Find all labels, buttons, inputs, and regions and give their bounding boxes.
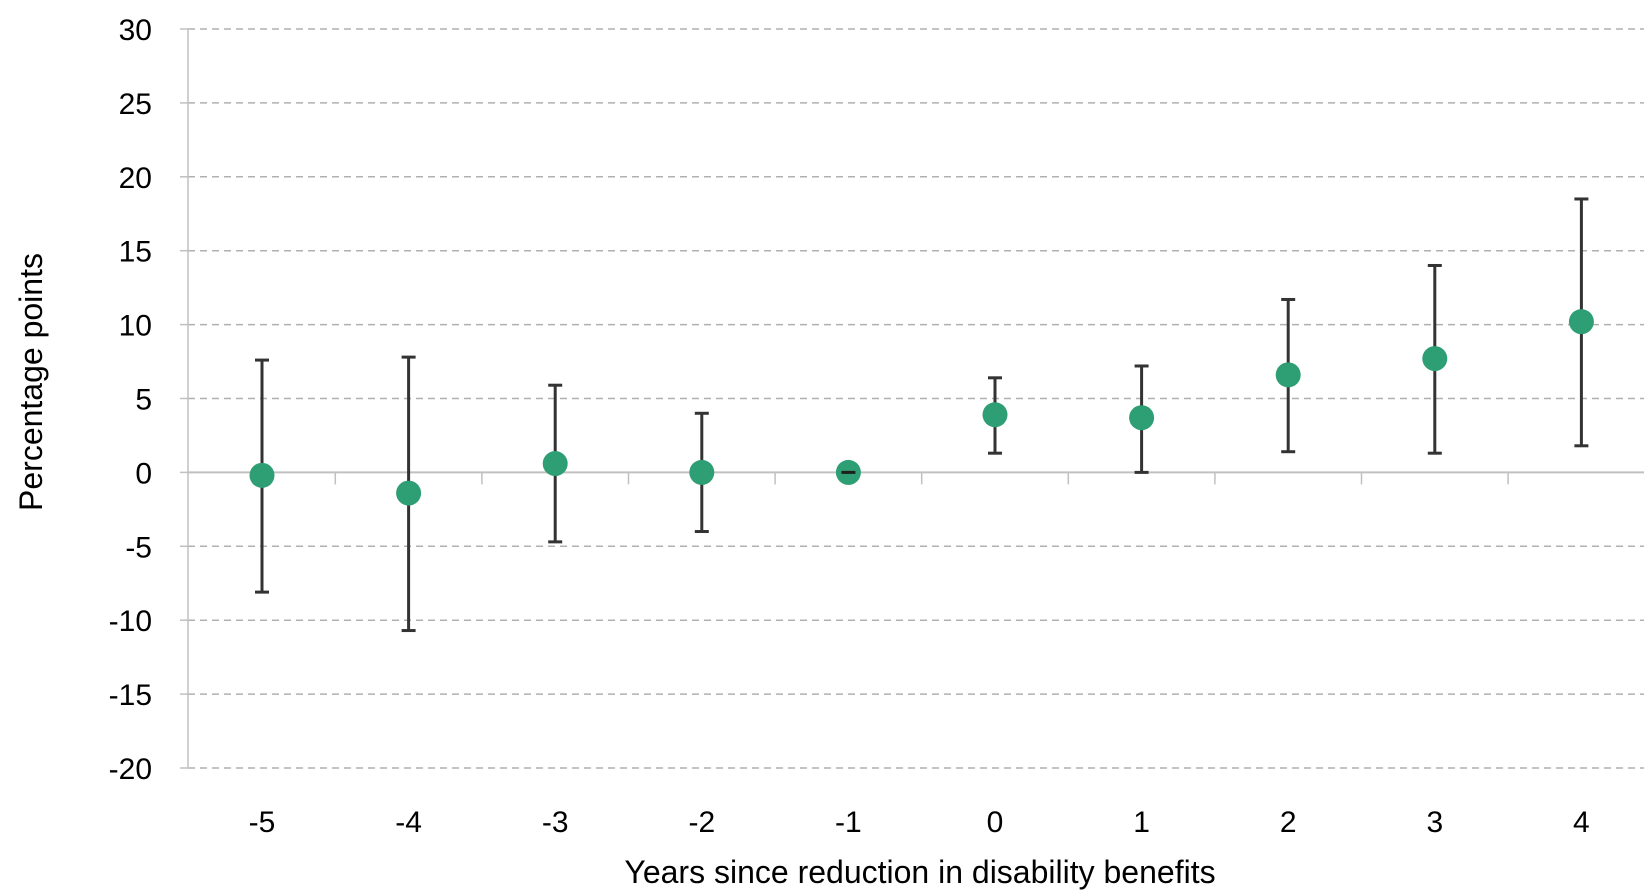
data-point	[1422, 346, 1448, 372]
x-tick-label: 1	[1133, 806, 1150, 839]
x-tick-label: 4	[1573, 806, 1590, 839]
x-tick-labels: -5 -4 -3 -2 -1 0 1 2 3 4	[249, 806, 1590, 839]
error-bars	[255, 197, 1589, 633]
x-tick-label: -5	[249, 806, 276, 839]
y-tick-label: 15	[119, 236, 152, 269]
data-point	[1129, 405, 1155, 431]
data-point	[249, 462, 275, 488]
y-tick-label: -15	[109, 679, 152, 712]
data-point	[396, 480, 422, 506]
x-tick-label: -1	[835, 806, 862, 839]
data-point	[542, 451, 568, 477]
data-point	[982, 402, 1008, 428]
data-point	[689, 459, 715, 485]
y-tick-labels: 30 25 20 15 10 5 0 -5 -10 -15 -20	[109, 14, 152, 786]
y-tick-label: -5	[125, 531, 152, 564]
axes	[180, 28, 1644, 769]
x-axis-title: Years since reduction in disability bene…	[624, 854, 1215, 890]
x-tick-label: -2	[688, 806, 715, 839]
gridlines	[188, 28, 1644, 769]
x-tick-label: 2	[1280, 806, 1297, 839]
x-tick-label: 3	[1426, 806, 1443, 839]
y-tick-label: 10	[119, 310, 152, 343]
y-tick-label: 0	[135, 457, 152, 490]
y-tick-label: -10	[109, 605, 152, 638]
x-tick-label: 0	[987, 806, 1004, 839]
y-tick-label: 5	[135, 384, 152, 417]
y-tick-label: 30	[119, 14, 152, 47]
x-tick-label: -4	[395, 806, 422, 839]
data-point	[1568, 309, 1594, 335]
y-tick-label: 25	[119, 88, 152, 121]
data-points	[249, 309, 1594, 506]
y-tick-label: -20	[109, 753, 152, 786]
data-point	[1275, 362, 1301, 388]
y-axis-title: Percentage points	[13, 253, 49, 511]
x-tick-label: -3	[542, 806, 569, 839]
y-tick-label: 20	[119, 162, 152, 195]
